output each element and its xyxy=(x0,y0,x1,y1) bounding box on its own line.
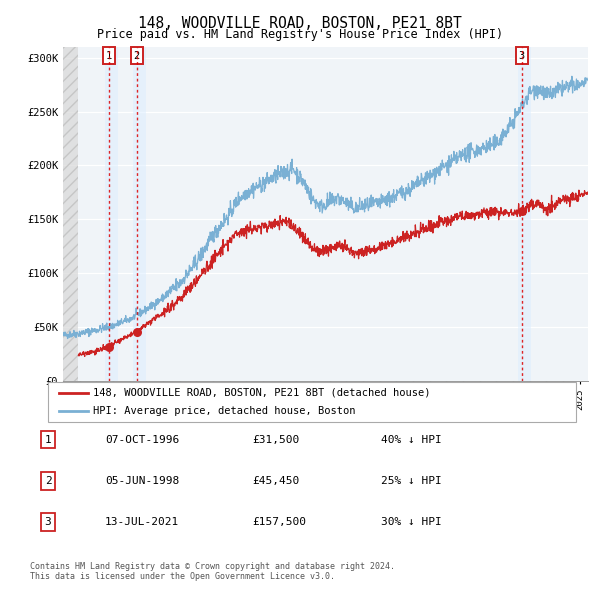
Text: 05-JUN-1998: 05-JUN-1998 xyxy=(105,476,179,486)
Bar xyxy=(518,47,531,381)
Text: 2: 2 xyxy=(134,51,140,61)
Text: 3: 3 xyxy=(519,51,525,61)
Text: 1: 1 xyxy=(106,51,112,61)
Bar xyxy=(63,47,79,381)
Text: 25% ↓ HPI: 25% ↓ HPI xyxy=(381,476,442,486)
Text: Price paid vs. HM Land Registry's House Price Index (HPI): Price paid vs. HM Land Registry's House … xyxy=(97,28,503,41)
Text: £45,450: £45,450 xyxy=(252,476,299,486)
Bar xyxy=(105,47,118,381)
Text: 2: 2 xyxy=(44,476,52,486)
FancyBboxPatch shape xyxy=(48,382,576,422)
Text: 40% ↓ HPI: 40% ↓ HPI xyxy=(381,435,442,444)
Text: 148, WOODVILLE ROAD, BOSTON, PE21 8BT: 148, WOODVILLE ROAD, BOSTON, PE21 8BT xyxy=(138,16,462,31)
Text: 3: 3 xyxy=(44,517,52,527)
Text: 07-OCT-1996: 07-OCT-1996 xyxy=(105,435,179,444)
Text: £31,500: £31,500 xyxy=(252,435,299,444)
Bar xyxy=(133,47,146,381)
Text: 13-JUL-2021: 13-JUL-2021 xyxy=(105,517,179,527)
Text: 148, WOODVILLE ROAD, BOSTON, PE21 8BT (detached house): 148, WOODVILLE ROAD, BOSTON, PE21 8BT (d… xyxy=(93,388,430,398)
Text: 1: 1 xyxy=(44,435,52,444)
Text: HPI: Average price, detached house, Boston: HPI: Average price, detached house, Bost… xyxy=(93,405,355,415)
Text: £157,500: £157,500 xyxy=(252,517,306,527)
Text: 30% ↓ HPI: 30% ↓ HPI xyxy=(381,517,442,527)
Text: Contains HM Land Registry data © Crown copyright and database right 2024.
This d: Contains HM Land Registry data © Crown c… xyxy=(30,562,395,581)
